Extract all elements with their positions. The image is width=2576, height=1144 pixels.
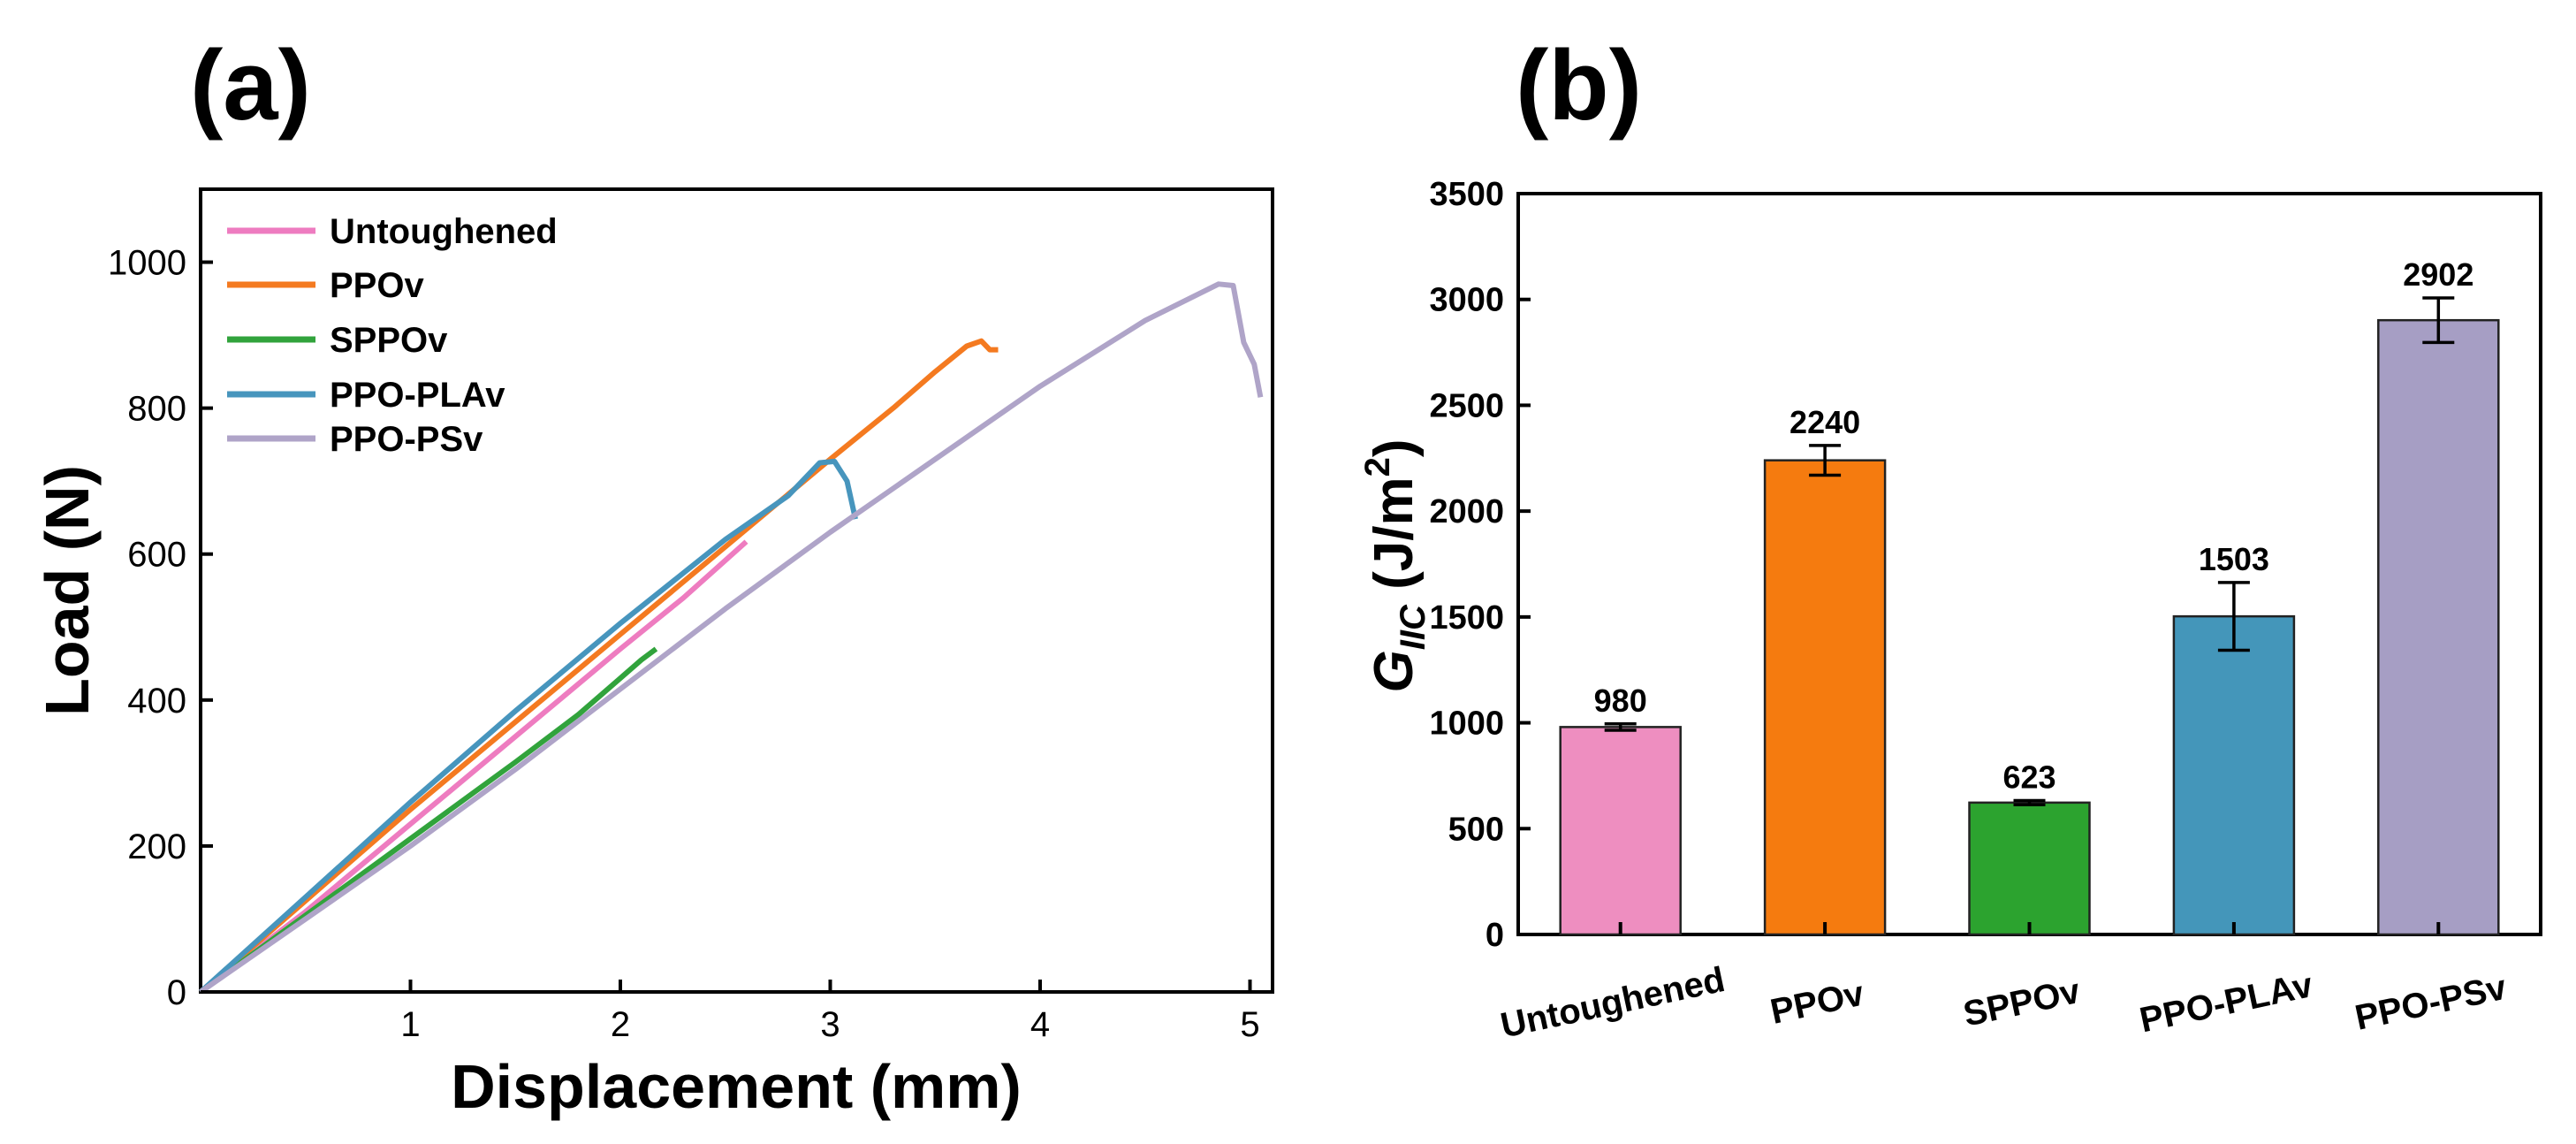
category-label-ppo-plav: PPO-PLAv <box>2137 965 2317 1040</box>
y-tick-label: 0 <box>1486 917 1504 954</box>
panel-b: (b) 980 2240 623 1503 2902 <box>1358 30 2542 1046</box>
legend: Untoughened PPOv SPPOv PPO-PLAv PPO-PSv <box>227 212 558 459</box>
panel-a-series-group <box>198 281 1264 995</box>
line-sppov <box>199 646 658 995</box>
panel-a-x-axis: 1 2 3 4 5 <box>400 980 1260 1044</box>
y-axis-title-unit: (J/m <box>1364 477 1425 605</box>
value-label-untoughened: 980 <box>1594 683 1647 719</box>
category-label-ppov: PPOv <box>1767 974 1868 1032</box>
y-tick-label: 3500 <box>1429 176 1504 213</box>
error-bar-sppov <box>2013 798 2046 806</box>
category-label-ppo-psv: PPO-PSv <box>2352 968 2510 1038</box>
legend-label-untoughened: Untoughened <box>330 212 558 251</box>
category-label-untoughened: Untoughened <box>1497 960 1728 1046</box>
y-tick-label: 800 <box>127 390 186 429</box>
panel-a-y-axis: 0 200 400 600 800 1000 <box>108 244 213 1012</box>
category-label-sppov: SPPOv <box>1960 972 2084 1034</box>
value-label-ppo-plav: 1503 <box>2199 541 2269 577</box>
x-axis-title: Displacement (mm) <box>451 1052 1022 1121</box>
y-tick-label: 1000 <box>108 244 186 283</box>
y-axis-title-superscript: 2 <box>1358 457 1397 477</box>
panel-b-label: (b) <box>1516 30 1642 141</box>
y-axis-title-subscript: IIC <box>1394 604 1432 650</box>
legend-label-ppo-psv: PPO-PSv <box>330 420 483 459</box>
y-tick-label: 2000 <box>1429 493 1504 530</box>
legend-label-sppov: SPPOv <box>330 321 448 360</box>
panel-b-x-axis: Untoughened PPOv SPPOv PPO-PLAv PPO-PSv <box>1497 922 2511 1046</box>
bar-ppo-psv <box>2377 318 2500 936</box>
y-tick-label: 3000 <box>1429 282 1504 319</box>
bar-ppo-plav <box>2172 614 2296 936</box>
y-tick-label: 400 <box>127 682 186 721</box>
x-tick-label: 2 <box>611 1005 630 1044</box>
line-ppo-plav <box>198 458 858 995</box>
value-label-ppov: 2240 <box>1790 404 1860 440</box>
bar-sppov <box>1968 801 2091 936</box>
y-axis-title-unit-close: ) <box>1364 439 1425 458</box>
bar-untoughened <box>1559 726 1682 936</box>
value-labels-group: 980 2240 623 1503 2902 <box>1594 256 2474 795</box>
y-tick-label: 200 <box>127 827 186 866</box>
error-bar-ppo-plav <box>2217 581 2250 652</box>
y-tick-label: 500 <box>1448 811 1504 848</box>
error-bar-untoughened <box>1604 722 1637 732</box>
panel-a: (a) 1 2 3 4 5 <box>33 30 1274 1121</box>
y-axis-title-symbol: G <box>1364 650 1425 692</box>
y-tick-label: 1000 <box>1429 705 1504 743</box>
y-tick-label: 600 <box>127 536 186 575</box>
panel-a-label: (a) <box>190 30 311 141</box>
value-label-sppov: 623 <box>2002 759 2055 795</box>
line-ppo-psv <box>199 281 1264 995</box>
panel-a-plot-frame <box>199 187 1274 994</box>
error-bar-ppov <box>1809 444 1842 477</box>
error-bar-ppo-psv <box>2422 296 2455 345</box>
bar-ppov <box>1763 459 1887 936</box>
legend-label-ppov: PPOv <box>330 266 424 305</box>
x-tick-label: 4 <box>1030 1005 1050 1044</box>
error-bars-group <box>1604 296 2455 806</box>
x-tick-label: 5 <box>1240 1005 1259 1044</box>
y-axis-title: Load (N) <box>33 465 102 716</box>
line-untoughened <box>199 539 748 995</box>
y-tick-label: 0 <box>167 973 186 1012</box>
bars-group <box>1559 318 2500 936</box>
legend-label-ppo-plav: PPO-PLAv <box>330 376 505 415</box>
panel-b-y-axis: 0 500 1000 1500 2000 2500 3000 3500 <box>1429 176 1531 954</box>
y-tick-label: 1500 <box>1429 599 1504 637</box>
value-label-ppo-psv: 2902 <box>2403 256 2473 293</box>
x-tick-label: 3 <box>820 1005 840 1044</box>
x-tick-label: 1 <box>400 1005 420 1044</box>
y-tick-label: 2500 <box>1429 387 1504 424</box>
y-axis-title: GIIC (J/m2) <box>1358 439 1432 693</box>
